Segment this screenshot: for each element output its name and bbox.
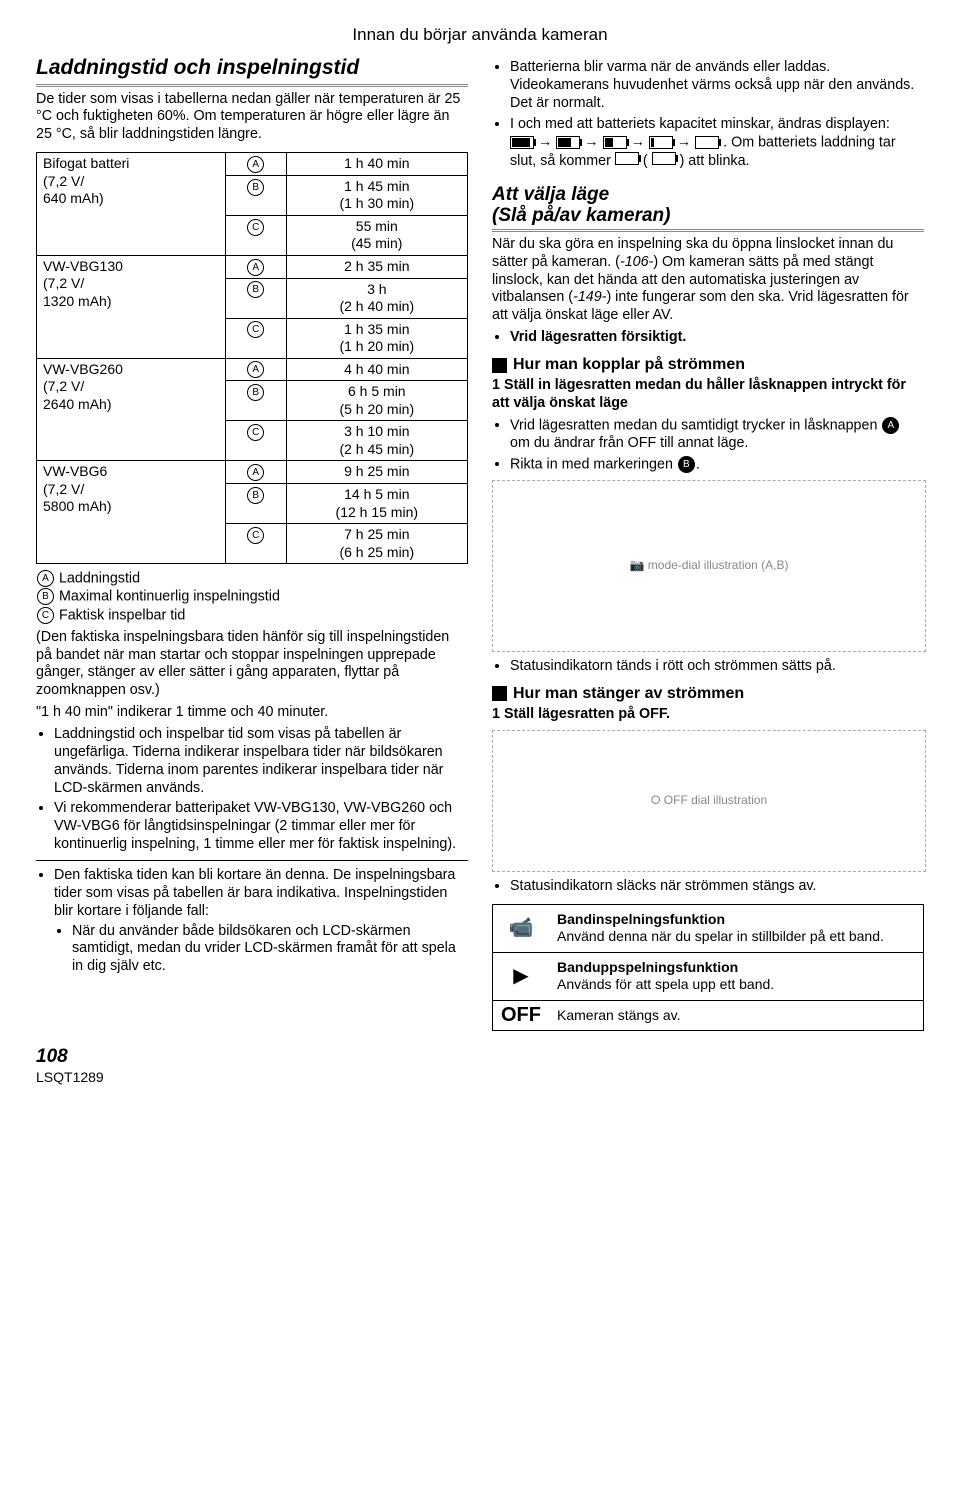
time-cell: 7 h 25 min (6 h 25 min) (286, 524, 467, 564)
mode-desc: Kameran stängs av. (549, 1001, 923, 1031)
time-cell: 9 h 25 min (286, 461, 467, 484)
section-title: Laddningstid och inspelningstid (36, 55, 468, 86)
battery-name: VW-VBG260(7,2 V/2640 mAh) (37, 358, 226, 461)
key-cell: A (225, 358, 286, 381)
key-cell: C (225, 421, 286, 461)
key-cell: B (225, 381, 286, 421)
on-result: Statusindikatorn tänds i rött och strömm… (492, 658, 924, 676)
key-cell: A (225, 255, 286, 278)
power-on-heading: Hur man kopplar på strömmen (492, 355, 924, 375)
key-cell: A (225, 461, 286, 484)
mode-desc: Används för att spela upp ett band. (557, 976, 774, 992)
divider (36, 860, 468, 861)
page: Innan du börjar använda kameran Laddning… (0, 0, 960, 1106)
columns: Laddningstid och inspelningstid De tider… (36, 55, 924, 1031)
on-sub: Vrid lägesratten medan du samtidigt tryc… (492, 417, 924, 474)
time-cell: 1 h 45 min (1 h 30 min) (286, 175, 467, 215)
doc-code: LSQT1289 (36, 1069, 104, 1085)
mode-row-off: OFF Kameran stängs av. (493, 1001, 923, 1031)
mode-table: 📹 Bandinspelningsfunktion Använd denna n… (492, 904, 924, 1032)
step-text: Ställ lägesratten på OFF. (504, 706, 670, 722)
right-column: Batterierna blir varma när de används el… (492, 55, 924, 1031)
off-result: Statusindikatorn släcks när strömmen stä… (492, 878, 924, 896)
key-cell: C (225, 318, 286, 358)
key-cell: B (225, 175, 286, 215)
notes-list-2: Den faktiska tiden kan bli kortare än de… (36, 867, 468, 976)
play-icon: ▶ (493, 953, 549, 1000)
time-cell: 6 h 5 min (5 h 20 min) (286, 381, 467, 421)
legend-row: B Maximal kontinuerlig inspelningstid (36, 588, 468, 606)
note-item: Statusindikatorn tänds i rött och strömm… (510, 658, 924, 676)
mode-title: Banduppspelningsfunktion (557, 959, 738, 975)
note-item: Statusindikatorn släcks när strömmen stä… (510, 878, 924, 896)
mode-row-rec: 📹 Bandinspelningsfunktion Använd denna n… (493, 905, 923, 953)
battery-notes: Batterierna blir varma när de används el… (492, 59, 924, 171)
step-1-off: 1 Ställ lägesratten på OFF. (492, 706, 924, 724)
heading-text: Hur man kopplar på strömmen (513, 355, 745, 375)
sub-list: När du använder både bildsökaren och LCD… (54, 923, 468, 977)
legend-row: C Faktisk inspelbar tid (36, 607, 468, 625)
time-cell: 2 h 35 min (286, 255, 467, 278)
on-instr-b: Rikta in med markeringen B. (510, 456, 924, 474)
mode-subtitle: Att välja läge(Slå på/av kameran) (492, 185, 924, 232)
key-cell: B (225, 484, 286, 524)
chapter-header: Innan du börjar använda kameran (36, 24, 924, 45)
mode-title: Bandinspelningsfunktion (557, 911, 725, 927)
heading-text: Hur man stänger av strömmen (513, 684, 744, 704)
time-cell: 55 min (45 min) (286, 215, 467, 255)
quote-line: "1 h 40 min" indikerar 1 timme och 40 mi… (36, 704, 468, 722)
key-cell: A (225, 153, 286, 176)
step-1-on: 1 Ställ in lägesratten medan du håller l… (492, 377, 924, 413)
battery-name: Bifogat batteri(7,2 V/640 mAh) (37, 153, 226, 256)
battery-name: VW-VBG130(7,2 V/1320 mAh) (37, 255, 226, 358)
table-legend: A LaddningstidB Maximal kontinuerlig ins… (36, 570, 468, 624)
note-item: Den faktiska tiden kan bli kortare än de… (54, 867, 468, 976)
mode-row-play: ▶ Banduppspelningsfunktion Används för a… (493, 953, 923, 1001)
mode-paragraph: När du ska göra en inspelning ska du öpp… (492, 236, 924, 325)
time-cell: 4 h 40 min (286, 358, 467, 381)
step-number: 1 (492, 706, 500, 722)
note-item: Batterierna blir varma när de används el… (510, 59, 924, 113)
note-text: Den faktiska tiden kan bli kortare än de… (54, 867, 455, 919)
key-cell: B (225, 278, 286, 318)
footer: 108 LSQT1289 (36, 1045, 924, 1086)
time-cell: 3 h 10 min (2 h 45 min) (286, 421, 467, 461)
page-number: 108 (36, 1046, 68, 1067)
key-cell: C (225, 524, 286, 564)
time-cell: 14 h 5 min (12 h 15 min) (286, 484, 467, 524)
figure-placeholder: ⭘ OFF dial illustration (651, 793, 767, 808)
note-item: Laddningstid och inspelbar tid som visas… (54, 726, 468, 797)
paren-note: (Den faktiska inspelningsbara tiden hänf… (36, 629, 468, 700)
camera-dial-figure: 📷 mode-dial illustration (A,B) (492, 480, 926, 652)
step-text: Ställ in lägesratten medan du håller lås… (492, 377, 906, 411)
note-item: Vi rekommenderar batteripaket VW-VBG130,… (54, 800, 468, 854)
battery-table: Bifogat batteri(7,2 V/640 mAh)A1 h 40 mi… (36, 152, 468, 564)
step-number: 1 (492, 377, 500, 393)
notes-list-1: Laddningstid och inspelbar tid som visas… (36, 726, 468, 854)
square-icon (492, 686, 507, 701)
key-cell: C (225, 215, 286, 255)
on-instr-a: Vrid lägesratten medan du samtidigt tryc… (510, 417, 924, 453)
left-column: Laddningstid och inspelningstid De tider… (36, 55, 468, 1031)
time-cell: 3 h (2 h 40 min) (286, 278, 467, 318)
power-off-heading: Hur man stänger av strömmen (492, 684, 924, 704)
figure-placeholder: 📷 mode-dial illustration (A,B) (630, 558, 789, 573)
note-item: Vrid lägesratten försiktigt. (510, 329, 924, 347)
camera-icon: 📹 (493, 905, 549, 952)
mode-desc: Använd denna när du spelar in stillbilde… (557, 928, 884, 944)
note-item: I och med att batteriets kapacitet minsk… (510, 116, 924, 171)
legend-row: A Laddningstid (36, 570, 468, 588)
time-cell: 1 h 35 min (1 h 20 min) (286, 318, 467, 358)
off-label: OFF (493, 1001, 549, 1031)
battery-name: VW-VBG6(7,2 V/5800 mAh) (37, 461, 226, 564)
time-cell: 1 h 40 min (286, 153, 467, 176)
square-icon (492, 358, 507, 373)
sub-item: När du använder både bildsökaren och LCD… (72, 923, 468, 977)
intro-text: De tider som visas i tabellerna nedan gä… (36, 91, 468, 145)
mode-note: Vrid lägesratten försiktigt. (492, 329, 924, 347)
off-dial-figure: ⭘ OFF dial illustration (492, 730, 926, 872)
